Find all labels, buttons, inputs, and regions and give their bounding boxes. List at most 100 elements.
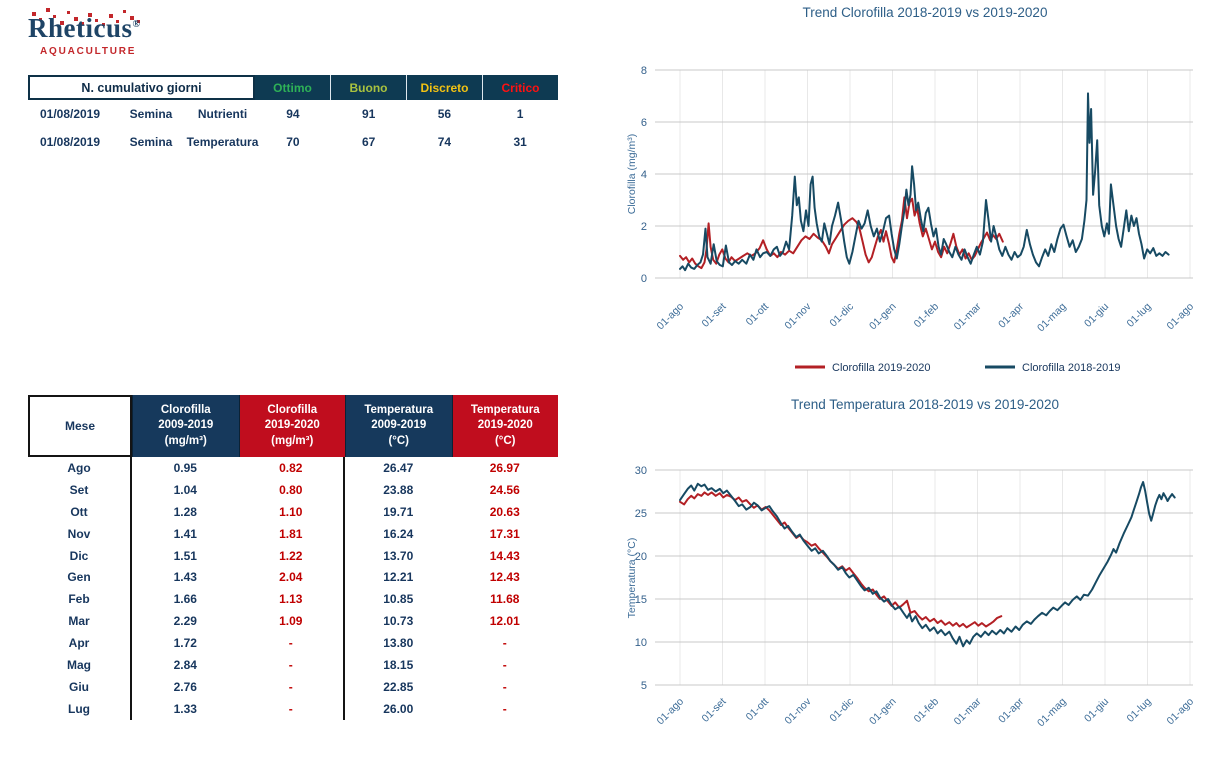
value-cell: 1.41 (173, 526, 197, 541)
monthly-table-row: Giu 2.76 - 22.85 - (28, 675, 558, 698)
column-title: Clorofilla (160, 404, 211, 417)
svg-text:Temperatura (°C): Temperatura (°C) (626, 538, 638, 619)
svg-text:01-mar: 01-mar (952, 300, 984, 332)
column-title: Temperatura (364, 404, 434, 417)
status-header-row: Ottimo Buono Discreto Critico (255, 75, 558, 100)
cumulative-table-row: 01/08/2019 Semina Temperatura 70 67 74 31 (28, 128, 558, 156)
svg-text:01-feb: 01-feb (912, 696, 942, 726)
column-years: 2019-2020 (477, 419, 533, 432)
value-cell: 10.85 (383, 592, 414, 607)
row-parameter: Nutrienti (197, 107, 248, 121)
value-cell: 1.13 (239, 588, 345, 611)
value-cell: 26.97 (489, 460, 520, 475)
value-cell: 0.95 (173, 460, 197, 475)
monthly-comparison-table: Mese Clorofilla 2009-2019 (mg/m³) Clorofilla… (28, 395, 558, 720)
status-header-critico: Critico (482, 75, 558, 100)
value-cell: 11.68 (490, 592, 520, 607)
svg-text:01-nov: 01-nov (782, 300, 814, 332)
column-header-clorofilla-2019-2020: Clorofilla 2019-2020 (mg/m³) (238, 395, 345, 457)
value-cell: - (502, 657, 507, 672)
value-cell: - (239, 632, 345, 655)
value-cell: 0.82 (239, 457, 345, 479)
svg-text:01-set: 01-set (699, 696, 728, 725)
svg-text:01-mar: 01-mar (952, 695, 984, 727)
column-header-clorofilla-2009-2019: Clorofilla 2009-2019 (mg/m³) (132, 395, 239, 457)
svg-text:15: 15 (635, 594, 647, 606)
value-cell: 1.09 (239, 610, 345, 633)
svg-text:25: 25 (635, 508, 647, 520)
cumulative-table-row: 01/08/2019 Semina Nutrienti 94 91 56 1 (28, 100, 558, 128)
svg-text:01-ago: 01-ago (1165, 696, 1197, 728)
svg-text:Trend Temperatura 2018-2019 vs: Trend Temperatura 2018-2019 vs 2019-2020 (791, 397, 1059, 412)
brand-name: Rheticus (28, 13, 133, 43)
value-cell: 17.31 (489, 526, 520, 541)
monthly-table-row: Ott 1.28 1.10 19.71 20.63 (28, 500, 558, 523)
value-cell: 2.76 (173, 679, 197, 694)
monthly-table-row: Lug 1.33 - 26.00 - (28, 697, 558, 720)
month-cell: Dic (28, 544, 132, 567)
value-cell: 26.47 (383, 460, 414, 475)
monthly-table-row: Mar 2.29 1.09 10.73 12.01 (28, 610, 558, 633)
column-unit: (mg/m³) (271, 434, 314, 447)
cumulative-table-title: N. cumulativo giorni (28, 75, 255, 100)
mese-header-cell: Mese (28, 395, 132, 457)
monthly-table-row: Feb 1.66 1.13 10.85 11.68 (28, 588, 558, 611)
row-parameter: Temperatura (186, 135, 259, 149)
monthly-table-row: Gen 1.43 2.04 12.21 12.43 (28, 566, 558, 589)
column-unit: (mg/m³) (164, 434, 207, 447)
svg-text:01-ott: 01-ott (744, 696, 772, 724)
value-cell: 23.88 (383, 482, 414, 497)
svg-text:20: 20 (635, 551, 647, 563)
svg-text:8: 8 (641, 65, 647, 77)
row-date: 01/08/2019 (39, 135, 101, 149)
row-value-buono: 91 (361, 107, 376, 121)
value-cell: 1.81 (239, 522, 345, 545)
svg-text:01-feb: 01-feb (912, 301, 942, 331)
value-cell: 20.63 (489, 504, 520, 519)
value-cell: 18.15 (383, 657, 414, 672)
row-date: 01/08/2019 (39, 107, 101, 121)
column-years: 2009-2019 (371, 419, 427, 432)
monthly-table-header: Mese Clorofilla 2009-2019 (mg/m³) Clorofilla… (28, 395, 558, 457)
value-cell: 1.33 (173, 701, 197, 716)
svg-text:01-ago: 01-ago (1165, 301, 1197, 333)
svg-text:01-giu: 01-giu (1082, 301, 1111, 330)
value-cell: - (502, 636, 507, 651)
logo-subtitle-text: AQUACULTURE (40, 46, 137, 57)
svg-text:Clorofilla 2019-2020: Clorofilla 2019-2020 (832, 362, 930, 374)
svg-text:4: 4 (641, 169, 647, 181)
column-header-temperatura-2009-2019: Temperatura 2009-2019 (°C) (345, 395, 452, 457)
value-cell: 1.72 (173, 636, 197, 651)
value-cell: 12.01 (489, 614, 520, 629)
svg-text:01-ago: 01-ago (655, 696, 687, 728)
value-cell: - (502, 679, 507, 694)
temperatura-trend-chart: 5 10 15 20 25 30 01-ago 01-set 01-ott 01-nov 01-di… (620, 392, 1230, 765)
svg-text:01-ago: 01-ago (655, 301, 687, 333)
value-cell: - (239, 654, 345, 676)
svg-text:01-lug: 01-lug (1124, 301, 1153, 330)
svg-text:2: 2 (641, 221, 647, 233)
column-years: 2009-2019 (158, 419, 214, 432)
svg-text:01-lug: 01-lug (1124, 696, 1153, 725)
month-cell: Nov (28, 522, 132, 545)
svg-text:01-gen: 01-gen (867, 301, 899, 333)
value-cell: 2.04 (239, 566, 345, 589)
value-cell: 12.43 (489, 570, 520, 585)
logo-brand-text: Rheticus® (28, 15, 140, 42)
row-value-ottimo: 94 (286, 107, 300, 121)
column-unit: (°C) (494, 434, 516, 447)
svg-text:01-set: 01-set (699, 301, 728, 330)
month-cell: Mar (28, 610, 132, 633)
monthly-table-row: Ago 0.95 0.82 26.47 26.97 (28, 457, 558, 479)
value-cell: 24.56 (489, 482, 520, 497)
value-cell: 22.85 (383, 679, 414, 694)
column-unit: (°C) (388, 434, 410, 447)
value-cell: 10.73 (383, 614, 414, 629)
svg-text:01-ott: 01-ott (744, 301, 772, 329)
svg-text:Trend Clorofilla 2018-2019 vs: Trend Clorofilla 2018-2019 vs 2019-2020 (803, 5, 1048, 20)
status-header-discreto: Discreto (406, 75, 482, 100)
svg-text:Clorofilla (mg/m³): Clorofilla (mg/m³) (626, 134, 638, 215)
svg-text:01-giu: 01-giu (1082, 696, 1111, 725)
value-cell: 1.22 (239, 544, 345, 567)
